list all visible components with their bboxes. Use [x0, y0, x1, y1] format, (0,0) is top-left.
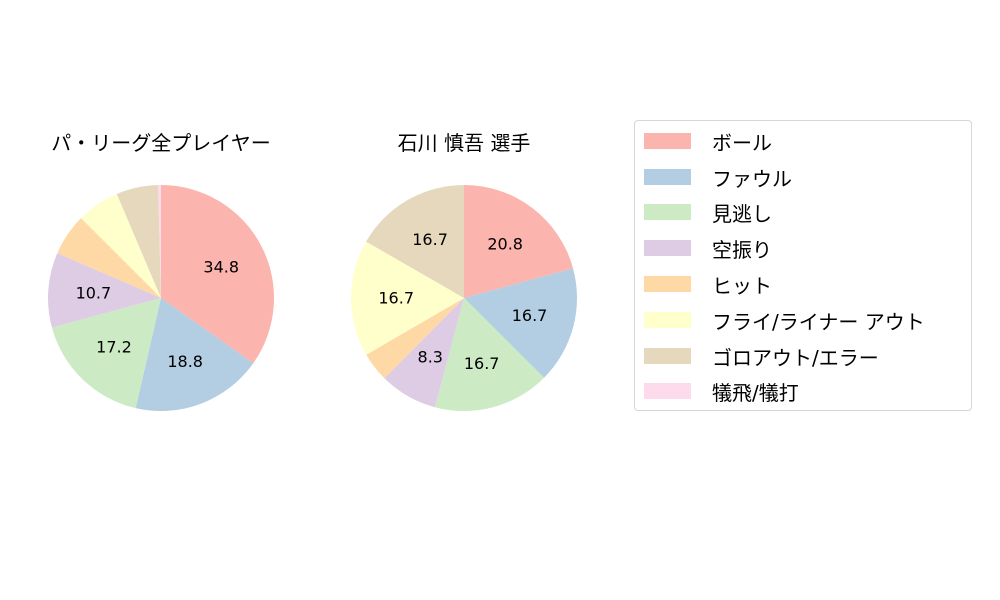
slice-value-label: 16.7: [378, 289, 414, 308]
legend-label: ゴロアウト/エラー: [712, 345, 879, 370]
legend-label: 見逃し: [712, 201, 772, 226]
legend-swatch: [644, 204, 691, 220]
pie-slice: [434, 298, 545, 411]
legend-swatch: [644, 169, 691, 185]
legend-item: ヒット: [644, 272, 772, 298]
legend-swatch: [644, 312, 691, 328]
legend-swatch: [644, 348, 691, 364]
pie-slice: [81, 194, 161, 298]
slice-value-label: 18.8: [167, 352, 203, 371]
slice-value-label: 34.8: [203, 257, 239, 276]
legend-item: 見逃し: [644, 200, 772, 226]
chart-title-player: 石川 慎吾 選手: [397, 131, 531, 155]
legend-label: ファウル: [712, 166, 792, 191]
slice-value-label: 17.2: [96, 337, 132, 356]
legend-swatch: [644, 240, 691, 256]
legend-item: ボール: [644, 129, 772, 155]
slice-value-label: 8.3: [418, 347, 443, 366]
legend: ボール ファウル 見逃し 空振り ヒット フライ/ライナー アウト ゴロアウト/…: [634, 120, 972, 411]
slice-value-label: 10.7: [76, 284, 112, 303]
legend-item: ゴロアウト/エラー: [644, 344, 879, 370]
legend-label: ヒット: [712, 273, 772, 298]
slice-value-label: 16.7: [512, 306, 548, 325]
pie-slice: [366, 298, 464, 379]
legend-label: 空振り: [712, 237, 772, 262]
legend-item: ファウル: [644, 165, 792, 191]
pie-slice: [51, 298, 161, 409]
pie-slice: [116, 185, 161, 298]
pie-slice: [464, 268, 577, 378]
slice-value-label: 16.7: [412, 230, 448, 249]
chart-title-league: パ・リーグ全プレイヤー: [51, 131, 271, 155]
legend-label: フライ/ライナー アウト: [712, 309, 925, 334]
slice-value-label: 20.8: [487, 235, 523, 254]
pie-slice: [135, 298, 254, 412]
pie-slice: [57, 218, 161, 298]
legend-item: 犠飛/犠打: [644, 379, 799, 405]
legend-item: 空振り: [644, 236, 772, 262]
pie-slice: [350, 241, 464, 355]
pie-slice: [47, 253, 162, 328]
legend-swatch: [644, 383, 691, 399]
pie-slice: [384, 298, 464, 408]
pie-slice: [366, 185, 464, 298]
pie-slice: [158, 185, 161, 298]
legend-item: フライ/ライナー アウト: [644, 308, 925, 334]
legend-swatch: [644, 276, 691, 292]
legend-label: 犠飛/犠打: [712, 380, 799, 405]
pie-slice: [464, 185, 574, 298]
pie-slice: [161, 185, 274, 364]
legend-label: ボール: [712, 130, 772, 155]
slice-value-label: 16.7: [464, 354, 500, 373]
legend-swatch: [644, 133, 691, 149]
